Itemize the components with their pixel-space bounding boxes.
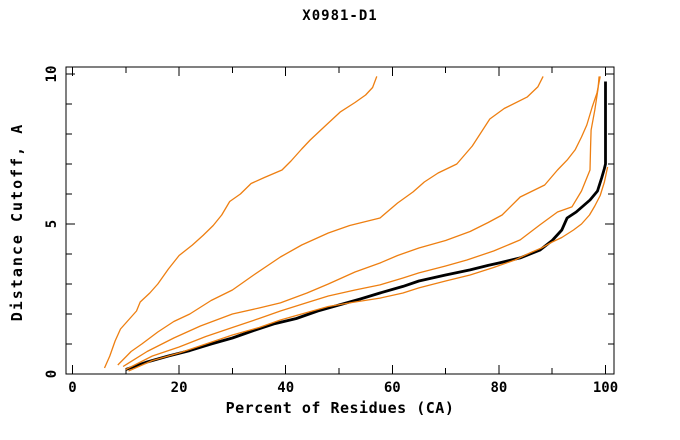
x-tick-label: 100	[593, 380, 618, 396]
y-tick-label: 10	[44, 66, 60, 83]
x-tick-label: 80	[490, 380, 507, 396]
series-line-reference-5	[128, 166, 609, 372]
x-tick-label: 0	[68, 380, 76, 396]
x-tick-label: 20	[171, 380, 188, 396]
series-line-reference-1	[103, 76, 378, 369]
series-line-model-black	[125, 81, 607, 371]
series-line-reference-3	[122, 76, 601, 368]
y-tick-label: 0	[44, 370, 60, 378]
y-tick-label: 5	[44, 220, 60, 228]
plot-frame	[65, 66, 615, 375]
series-line-reference-4	[125, 76, 600, 371]
x-tick-label: 40	[277, 380, 294, 396]
x-tick-label: 60	[384, 380, 401, 396]
x-axis-label: Percent of Residues (CA)	[225, 399, 455, 417]
series-line-reference-2	[117, 76, 544, 366]
chart-title: X0981-D1	[302, 8, 378, 24]
